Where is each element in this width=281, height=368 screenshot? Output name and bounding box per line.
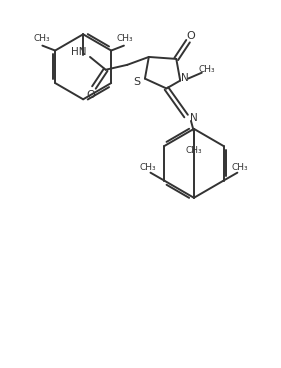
Text: CH₃: CH₃	[186, 146, 202, 155]
Text: N: N	[190, 113, 198, 123]
Text: CH₃: CH₃	[198, 65, 215, 74]
Text: CH₃: CH₃	[139, 163, 156, 172]
Text: O: O	[187, 31, 195, 41]
Text: CH₃: CH₃	[232, 163, 249, 172]
Text: S: S	[133, 77, 140, 86]
Text: CH₃: CH₃	[117, 34, 133, 43]
Text: CH₃: CH₃	[33, 34, 50, 43]
Text: O: O	[87, 91, 95, 100]
Text: HN: HN	[71, 47, 86, 57]
Text: N: N	[181, 72, 189, 83]
